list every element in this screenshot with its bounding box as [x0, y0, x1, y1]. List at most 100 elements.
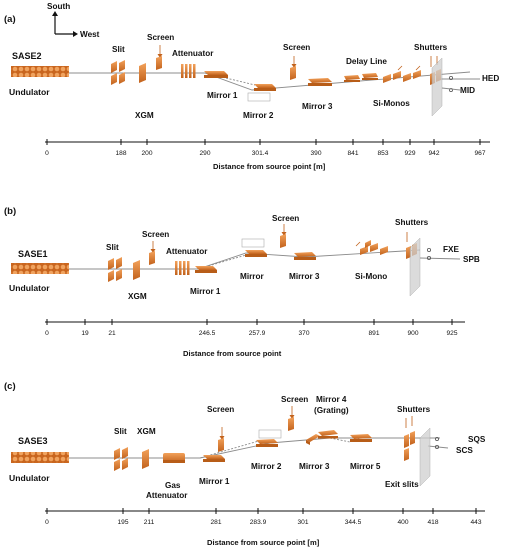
panel-b-undulator-label: Undulator — [9, 283, 50, 293]
axis-tick-label: 942 — [428, 150, 439, 157]
panel-c-end-2-marker — [434, 444, 439, 449]
panel-b-source-name: SASE1 — [18, 249, 48, 259]
panel-b-screen-1-label: Screen — [142, 230, 169, 239]
axis-tick-label: 929 — [404, 150, 415, 157]
axis-tick-label: 925 — [446, 330, 457, 337]
panel-c-gas-label: Gas — [165, 481, 181, 490]
panel-c-mirror-1-side — [203, 459, 225, 462]
panel-c-undulator-icon — [11, 452, 69, 463]
panel-c-mirror-1-icon — [203, 455, 225, 459]
panel-b-wall — [409, 237, 421, 297]
panel-b-attenuator-label: Attenuator — [166, 247, 208, 256]
panel-b-xgm-icon — [133, 260, 140, 280]
panel-a-screen-2-icon — [290, 56, 297, 80]
axis-tick-label: 418 — [427, 519, 438, 526]
panel-a-delay-line-label: Delay Line — [346, 57, 387, 66]
axis-tick-label: 0 — [45, 330, 49, 337]
axis-tick-label: 443 — [470, 519, 481, 526]
panel-b-mirror-side — [245, 254, 267, 257]
axis-tick-label: 283.9 — [250, 519, 267, 526]
panel-b-xgm-label: XGM — [128, 292, 147, 301]
panel-b-si-mono-icon — [355, 240, 388, 255]
panel-a-attenuator-icon — [181, 64, 196, 78]
panel-c-xgm-label: XGM — [137, 427, 156, 436]
panel-c-mirror-3-icon — [306, 434, 320, 445]
panel-a-screen-1-icon — [156, 45, 163, 70]
compass-west-label: West — [80, 30, 100, 39]
panel-a-end-1-marker — [448, 76, 453, 81]
panel-a-delay-line-icon — [344, 73, 378, 82]
panel-b-mirror-frame — [241, 238, 265, 248]
panel-a-slit-label: Slit — [112, 45, 125, 54]
panel-a-undulator-icon — [11, 66, 69, 77]
panel-b-si-mono-label: Si-Mono — [355, 272, 387, 281]
panel-b-slit-icon — [108, 257, 122, 282]
compass-arrow-up-icon — [52, 11, 58, 16]
panel-b-beam — [69, 249, 421, 270]
panel-c-gas-attenuator-icon — [163, 453, 185, 463]
panel-a-axis-title: Distance from source point [m] — [213, 162, 326, 171]
axis-tick-label: 400 — [397, 519, 408, 526]
panel-b-screen-2-label: Screen — [272, 214, 299, 223]
panel-c-mirror-5-label: Mirror 5 — [350, 462, 381, 471]
panel-b-attenuator-icon — [175, 261, 190, 275]
panel-c-attenuator-label: Attenuator — [146, 491, 188, 500]
axis-tick-label: 290 — [199, 150, 210, 157]
panel-c-mirror-2-frame — [258, 429, 282, 439]
panel-a-wall — [431, 57, 443, 117]
compass: South West — [47, 2, 100, 39]
panel-a-slit-icon — [111, 60, 125, 85]
panel-a-mirror-3-icon — [308, 78, 332, 83]
panel-c-screen-2-icon — [288, 406, 295, 431]
axis-tick-label: 301 — [297, 519, 308, 526]
panel-c: (c) SASE3 Undulator Slit XGM Gas Attenua… — [4, 381, 486, 547]
panel-b-undulator-icon — [11, 263, 69, 274]
panel-c-mirror-4-label: Mirror 4 — [316, 395, 347, 404]
axis-tick-label: 390 — [310, 150, 321, 157]
panel-c-mirror-1-label: Mirror 1 — [199, 477, 230, 486]
axis-tick-label: 841 — [347, 150, 358, 157]
panel-c-grating-label: (Grating) — [314, 406, 349, 415]
panel-a-attenuator-label: Attenuator — [172, 49, 214, 58]
panel-a-mirror-1-icon — [204, 71, 228, 75]
axis-tick-label: 257.9 — [249, 330, 266, 337]
axis-tick-label: 967 — [474, 150, 485, 157]
axis-tick-label: 370 — [298, 330, 309, 337]
axis-tick-label: 200 — [141, 150, 152, 157]
axis-tick-label: 891 — [368, 330, 379, 337]
panel-c-id: (c) — [4, 381, 16, 392]
panel-c-ticks: 0 195 211 281 283.9 301 344.5 400 418 443 — [45, 508, 482, 526]
panel-b-axis-title: Distance from source point — [183, 349, 282, 358]
compass-south-label: South — [47, 2, 70, 11]
axis-tick-label: 195 — [117, 519, 128, 526]
axis-tick-label: 900 — [407, 330, 418, 337]
panel-a-beam-mid — [441, 87, 461, 91]
panel-b-beam-branch — [419, 257, 461, 260]
panel-b-mirror-3-icon — [294, 252, 316, 257]
panel-c-end-2-label: SCS — [456, 446, 473, 455]
panel-c-screen-2-label: Screen — [281, 395, 308, 404]
panel-c-exit-slits-label: Exit slits — [385, 480, 419, 489]
panel-a-id: (a) — [4, 14, 16, 25]
panel-b-screen-1-icon — [149, 241, 156, 265]
panel-a-end-2-label: MID — [460, 86, 475, 95]
panel-a-mirror-3-label: Mirror 3 — [302, 102, 333, 111]
panel-b-ticks: 0 19 21 246.5 257.9 370 891 900 925 — [45, 319, 458, 337]
panel-c-beam-branch — [427, 445, 449, 449]
axis-tick-label: 301.4 — [252, 150, 269, 157]
panel-a-mirror-1-label: Mirror 1 — [207, 91, 238, 100]
axis-tick-label: 344.5 — [345, 519, 362, 526]
panel-b-end-1-marker — [426, 247, 431, 252]
panel-a-screen-2-label: Screen — [283, 43, 310, 52]
panel-c-xgm-icon — [142, 449, 149, 469]
panel-c-screen-1-label: Screen — [207, 405, 234, 414]
panel-b-end-2-label: SPB — [463, 255, 480, 264]
panel-c-undulator-label: Undulator — [9, 473, 50, 483]
panel-c-mirror-3-label: Mirror 3 — [299, 462, 330, 471]
panel-c-mirror-5-icon — [350, 434, 372, 439]
axis-tick-label: 0 — [45, 519, 49, 526]
panel-a-mirror-2-label: Mirror 2 — [243, 111, 274, 120]
panel-a-end-1-label: HED — [482, 74, 499, 83]
panel-a-undulator-label: Undulator — [9, 87, 50, 97]
